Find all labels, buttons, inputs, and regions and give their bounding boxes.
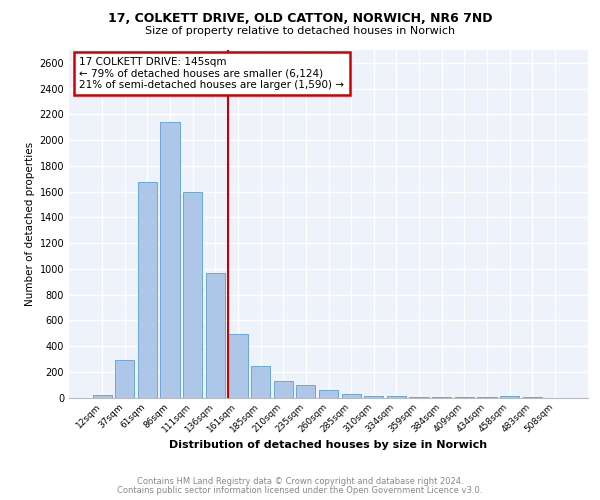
Bar: [296, 384, 316, 398]
Bar: [364, 396, 383, 398]
Bar: [206, 272, 225, 398]
Y-axis label: Number of detached properties: Number of detached properties: [25, 142, 35, 306]
Text: 17, COLKETT DRIVE, OLD CATTON, NORWICH, NR6 7ND: 17, COLKETT DRIVE, OLD CATTON, NORWICH, …: [108, 12, 492, 26]
Bar: [229, 334, 248, 398]
Bar: [115, 360, 134, 398]
Text: 17 COLKETT DRIVE: 145sqm
← 79% of detached houses are smaller (6,124)
21% of sem: 17 COLKETT DRIVE: 145sqm ← 79% of detach…: [79, 57, 344, 90]
Bar: [160, 122, 180, 398]
Bar: [274, 381, 293, 398]
Bar: [92, 395, 112, 398]
Text: Contains HM Land Registry data © Crown copyright and database right 2024.: Contains HM Land Registry data © Crown c…: [137, 477, 463, 486]
Bar: [409, 396, 428, 398]
Bar: [500, 396, 519, 398]
Text: Size of property relative to detached houses in Norwich: Size of property relative to detached ho…: [145, 26, 455, 36]
Text: Contains public sector information licensed under the Open Government Licence v3: Contains public sector information licen…: [118, 486, 482, 495]
Bar: [138, 182, 157, 398]
Bar: [183, 192, 202, 398]
Bar: [251, 366, 270, 398]
X-axis label: Distribution of detached houses by size in Norwich: Distribution of detached houses by size …: [169, 440, 488, 450]
Bar: [319, 390, 338, 398]
Bar: [341, 394, 361, 398]
Bar: [432, 397, 451, 398]
Bar: [387, 396, 406, 398]
